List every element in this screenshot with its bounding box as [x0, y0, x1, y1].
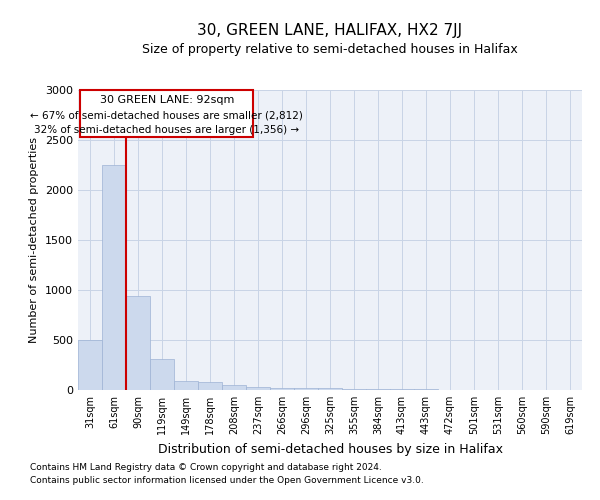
Bar [366, 389, 390, 390]
Text: 30, GREEN LANE, HALIFAX, HX2 7JJ: 30, GREEN LANE, HALIFAX, HX2 7JJ [197, 22, 463, 38]
Bar [294, 388, 318, 390]
X-axis label: Distribution of semi-detached houses by size in Halifax: Distribution of semi-detached houses by … [157, 442, 503, 456]
Text: ← 67% of semi-detached houses are smaller (2,812): ← 67% of semi-detached houses are smalle… [31, 111, 303, 121]
Bar [174, 380, 198, 390]
Bar [198, 382, 222, 390]
Bar [126, 296, 150, 390]
Text: Contains HM Land Registry data © Crown copyright and database right 2024.: Contains HM Land Registry data © Crown c… [30, 464, 382, 472]
Bar [318, 388, 342, 390]
Bar [270, 388, 294, 390]
Text: Size of property relative to semi-detached houses in Halifax: Size of property relative to semi-detach… [142, 42, 518, 56]
Bar [150, 359, 174, 390]
Text: 30 GREEN LANE: 92sqm: 30 GREEN LANE: 92sqm [100, 96, 234, 106]
Bar [102, 165, 126, 390]
Bar [246, 386, 270, 390]
Bar [222, 384, 246, 390]
Bar [342, 388, 366, 390]
Y-axis label: Number of semi-detached properties: Number of semi-detached properties [29, 137, 40, 343]
Bar [80, 90, 253, 137]
Text: Contains public sector information licensed under the Open Government Licence v3: Contains public sector information licen… [30, 476, 424, 485]
Bar [390, 389, 414, 390]
Text: 32% of semi-detached houses are larger (1,356) →: 32% of semi-detached houses are larger (… [34, 125, 299, 135]
Bar [78, 340, 102, 390]
